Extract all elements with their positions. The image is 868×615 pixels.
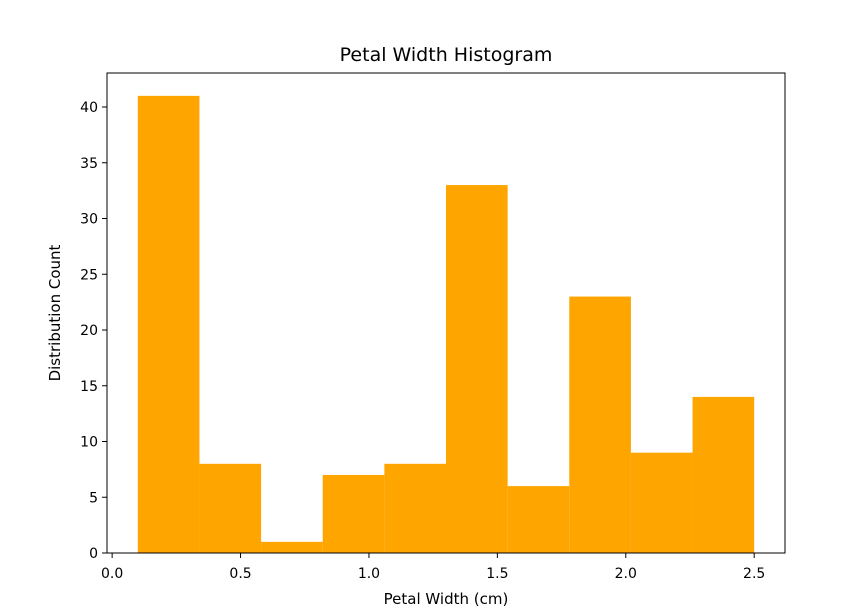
x-tick-label: 0.5 <box>229 566 251 582</box>
x-tick-label: 1.5 <box>486 566 508 582</box>
y-tick-label: 5 <box>89 490 98 506</box>
histogram-bar <box>569 296 631 553</box>
x-tick-label: 0.0 <box>101 566 123 582</box>
y-tick-label: 0 <box>89 546 98 562</box>
histogram-bar <box>507 486 570 553</box>
y-tick-label: 40 <box>80 100 98 116</box>
y-tick-label: 15 <box>80 379 98 395</box>
x-tick-label: 2.0 <box>615 566 637 582</box>
bars-group <box>137 95 755 553</box>
x-tick-label: 2.5 <box>743 566 765 582</box>
y-tick-label: 30 <box>80 212 98 228</box>
histogram-bar <box>261 541 323 553</box>
histogram-bar <box>384 463 446 553</box>
y-axis-ticks: 0 5 10 15 20 25 30 35 40 <box>80 100 107 562</box>
x-tick-label: 1.0 <box>358 566 380 582</box>
plot-frame <box>106 72 786 554</box>
y-tick-label: 10 <box>80 435 98 451</box>
histogram-bar <box>630 452 693 553</box>
y-tick-label: 25 <box>80 267 98 283</box>
histogram-bar <box>692 396 755 553</box>
y-tick-label: 20 <box>80 323 98 339</box>
x-axis-label: Petal Width (cm) <box>384 590 509 608</box>
chart-title: Petal Width Histogram <box>340 44 553 66</box>
y-axis-label: Distribution Count <box>46 244 64 381</box>
x-axis-ticks: 0.0 0.5 1.0 1.5 2.0 2.5 <box>101 553 765 582</box>
histogram-bar <box>322 474 385 553</box>
histogram-bar <box>199 463 262 553</box>
histogram-bar <box>446 185 508 553</box>
y-tick-label: 35 <box>80 156 98 172</box>
histogram-bar <box>137 95 200 553</box>
